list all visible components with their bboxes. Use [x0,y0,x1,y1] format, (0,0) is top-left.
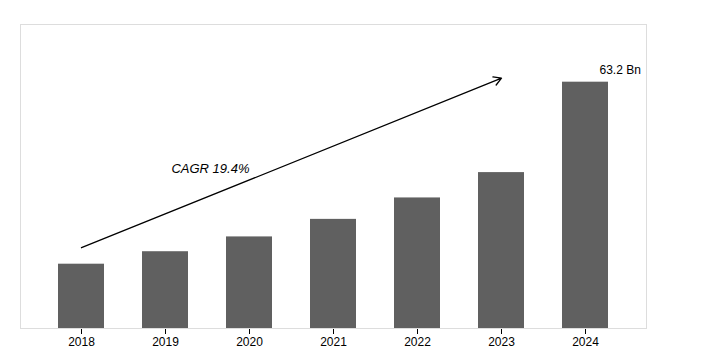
svg-text:2024: 2024 [572,335,599,349]
svg-text:2023: 2023 [488,335,515,349]
svg-text:2021: 2021 [320,335,347,349]
svg-text:2018: 2018 [68,335,95,349]
svg-text:2019: 2019 [152,335,179,349]
svg-text:2022: 2022 [404,335,431,349]
svg-text:CAGR 19.4%: CAGR 19.4% [171,161,249,176]
svg-text:2020: 2020 [236,335,263,349]
svg-text:63.2 Bn: 63.2 Bn [600,63,641,77]
